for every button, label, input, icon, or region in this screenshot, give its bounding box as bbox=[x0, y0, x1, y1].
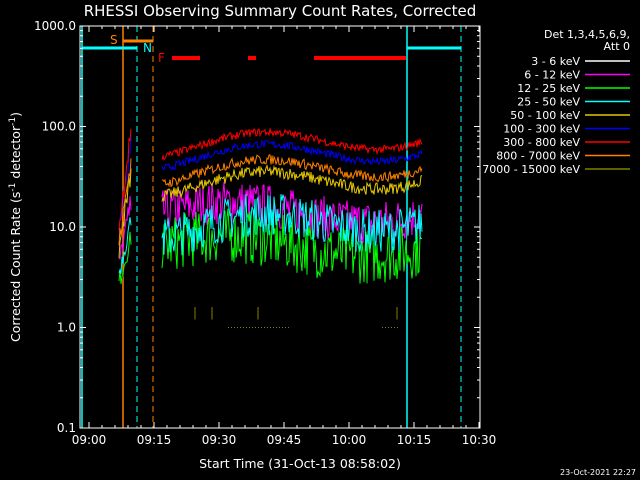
y-tick-label: 1.0 bbox=[57, 321, 76, 335]
x-tick-label: 10:15 bbox=[397, 433, 432, 447]
series-line bbox=[118, 158, 132, 246]
x-tick-label: 09:00 bbox=[72, 433, 107, 447]
x-tick-label: 10:00 bbox=[332, 433, 367, 447]
timestamp: 23-Oct-2021 22:27 bbox=[560, 468, 636, 477]
saa-label: S bbox=[110, 33, 118, 47]
x-axis: 09:00 09:15 09:30 09:45 10:00 10:15 10:30 bbox=[72, 26, 497, 447]
legend-label: 300 - 800 keV bbox=[503, 136, 580, 149]
series-line bbox=[118, 196, 132, 260]
series-line bbox=[161, 128, 423, 161]
legend-label: 25 - 50 keV bbox=[517, 96, 580, 109]
series-line bbox=[161, 164, 423, 202]
legend-header-line1: Det 1,3,4,5,6,9, bbox=[544, 28, 630, 41]
series-line bbox=[161, 194, 423, 256]
x-axis-label: Start Time (31-Oct-13 08:58:02) bbox=[199, 456, 401, 471]
series-line bbox=[161, 139, 423, 171]
legend-label: 7000 - 15000 keV bbox=[482, 163, 580, 176]
legend-label: 6 - 12 keV bbox=[524, 69, 580, 82]
legend-label: 12 - 25 keV bbox=[517, 82, 580, 95]
y-tick-label: 10.0 bbox=[49, 220, 76, 234]
y-axis-label: Corrected Count Rate (s-1 detector-1) bbox=[8, 112, 23, 342]
y-tick-label: 0.1 bbox=[57, 421, 76, 435]
plot-marks: S NF bbox=[81, 26, 462, 428]
chart-title: RHESSI Observing Summary Count Rates, Co… bbox=[84, 2, 477, 20]
series-line bbox=[161, 154, 423, 188]
series-line bbox=[118, 231, 132, 284]
legend-label: 100 - 300 keV bbox=[503, 123, 580, 136]
x-tick-label: 10:30 bbox=[462, 433, 497, 447]
y-tick-label: 1000.0 bbox=[34, 19, 76, 33]
x-tick-label: 09:45 bbox=[267, 433, 302, 447]
y-axis: 0.1 1.0 10.0 100.0 1000.0 bbox=[34, 19, 480, 435]
legend-header-line2: Att 0 bbox=[604, 40, 630, 53]
night-label: N bbox=[143, 41, 152, 55]
series-line bbox=[118, 128, 132, 231]
y-tick-label: 100.0 bbox=[42, 120, 76, 134]
x-tick-label: 09:30 bbox=[202, 433, 237, 447]
legend-label: 3 - 6 keV bbox=[531, 55, 580, 68]
flare-label: F bbox=[158, 51, 165, 65]
legend-label: 800 - 7000 keV bbox=[496, 150, 580, 163]
x-tick-label: 09:15 bbox=[137, 433, 172, 447]
series-line bbox=[118, 217, 132, 274]
legend-label: 50 - 100 keV bbox=[510, 109, 580, 122]
